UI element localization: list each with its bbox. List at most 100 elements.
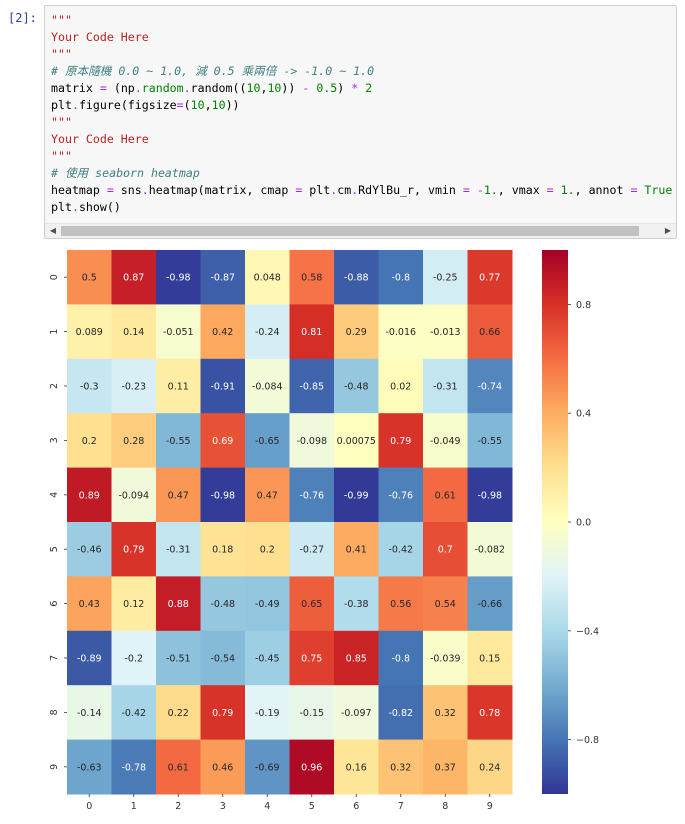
cell-annotation: -0.74 (477, 382, 502, 393)
code-editor[interactable]: """ Your Code Here """ # 原本隨機 0.0 ~ 1.0, 減 … (51, 12, 672, 216)
heatmap-cell (467, 739, 513, 795)
code-token: , (260, 81, 268, 95)
heatmap-cell (111, 413, 157, 469)
scroll-right-icon[interactable]: ▶ (664, 226, 672, 235)
horizontal-scrollbar[interactable]: ◀ ▶ (45, 223, 676, 238)
code-token: """ (51, 13, 72, 27)
cell-annotation: 0.43 (79, 599, 100, 610)
heatmap-cell (200, 467, 246, 523)
cell-annotation: -0.14 (77, 708, 102, 719)
heatmap-cell (334, 630, 379, 686)
code-line: matrix = (np.random.random((10,10)) - 0.… (51, 80, 672, 97)
heatmap-cell (245, 304, 290, 360)
heatmap-cell (111, 467, 157, 523)
heatmap-cell (378, 413, 424, 469)
code-line: """ (51, 148, 672, 165)
heatmap-cell (67, 467, 112, 523)
cell-annotation: -0.084 (252, 382, 283, 393)
scrollbar-thumb[interactable] (61, 226, 639, 236)
cell-annotation: -0.87 (210, 273, 235, 284)
colorbar-tick-label: 0.4 (576, 409, 591, 420)
cell-annotation: -0.76 (299, 490, 324, 501)
heatmap-cell (378, 358, 424, 414)
code-line: Your Code Here (51, 131, 672, 148)
cell-annotation: 0.66 (479, 327, 500, 338)
heatmap-cell (111, 630, 157, 686)
cell-annotation: -0.88 (344, 273, 369, 284)
heatmap-cell (67, 250, 112, 305)
cell-annotation: 0.5 (82, 273, 97, 284)
cell-annotation: -0.38 (344, 599, 369, 610)
heatmap-cell (245, 250, 290, 305)
code-token: # 使用 seaborn heatmap (51, 166, 200, 180)
cell-annotation: -0.65 (255, 436, 280, 447)
code-line: Your Code Here (51, 29, 672, 46)
cell-prompt: [2]: (8, 11, 37, 25)
heatmap-cell (245, 685, 290, 741)
y-tick-label: 0 (49, 274, 60, 280)
cell-annotation: -0.63 (77, 762, 102, 773)
cell-annotation: -0.78 (121, 762, 146, 773)
code-token: 10 (246, 81, 261, 95)
heatmap-cell (378, 739, 424, 795)
colorbar-tick-label: 0.0 (576, 518, 591, 529)
heatmap-cell (423, 467, 468, 523)
code-token: (np (106, 81, 135, 95)
heatmap-cell (156, 250, 201, 305)
cell-annotation: -0.55 (166, 436, 191, 447)
cell-annotation: 0.85 (346, 654, 367, 665)
heatmap-cell (289, 304, 335, 360)
heatmap-cell (378, 250, 424, 305)
heatmap-cell (334, 467, 379, 523)
heatmap-cell (200, 413, 246, 469)
cell-annotation: 0.65 (301, 599, 322, 610)
cell-annotation: -0.082 (474, 545, 505, 556)
code-token: Your Code Here (51, 30, 149, 44)
code-token: . (71, 98, 79, 112)
x-tick-label: 2 (175, 801, 181, 812)
code-token: show() (78, 200, 121, 214)
code-line: # 使用 seaborn heatmap (51, 165, 672, 182)
heatmap-cell (156, 739, 201, 795)
cell-annotation: -0.051 (163, 327, 194, 338)
cell-annotation: 0.47 (257, 490, 278, 501)
heatmap-cell (289, 358, 335, 414)
code-token: = (630, 183, 638, 197)
heatmap-cell (67, 630, 112, 686)
x-tick-label: 9 (487, 801, 493, 812)
heatmap-cell (423, 576, 468, 632)
code-cell-input[interactable]: """ Your Code Here """ # 原本隨機 0.0 ~ 1.0, 減 … (44, 5, 677, 239)
heatmap-cell (423, 630, 468, 686)
cell-annotation: 0.79 (390, 436, 411, 447)
code-line: """ (51, 12, 672, 29)
heatmap-cell (67, 304, 112, 360)
cell-annotation: 0.75 (301, 654, 322, 665)
cell-annotation: 0.14 (123, 327, 144, 338)
code-token: = (99, 81, 107, 95)
heatmap-cell (378, 685, 424, 741)
heatmap-cell (467, 358, 513, 414)
code-token: )) (281, 81, 303, 95)
heatmap-cell (200, 358, 246, 414)
heatmap-cell (378, 467, 424, 523)
y-tick-label: 2 (49, 383, 60, 389)
cell-annotation: 0.32 (435, 708, 456, 719)
heatmap-cell (111, 685, 157, 741)
code-token: plt (302, 183, 331, 197)
cell-annotation: 0.24 (479, 762, 500, 773)
cell-annotation: 0.12 (123, 599, 144, 610)
cell-annotation: 0.69 (212, 436, 233, 447)
heatmap-cell (378, 304, 424, 360)
cell-annotation: -0.42 (121, 708, 146, 719)
code-token: , vmax (497, 183, 547, 197)
cell-annotation: -0.99 (344, 490, 369, 501)
scroll-left-icon[interactable]: ◀ (49, 226, 57, 235)
heatmap-cell (334, 304, 379, 360)
code-token: 2 (365, 81, 373, 95)
heatmap-cell (378, 630, 424, 686)
heatmap-cell (289, 250, 335, 305)
code-token (554, 183, 561, 197)
heatmap-cell (467, 250, 513, 305)
cell-annotation: -0.48 (344, 382, 369, 393)
cell-annotation: -0.016 (385, 327, 416, 338)
